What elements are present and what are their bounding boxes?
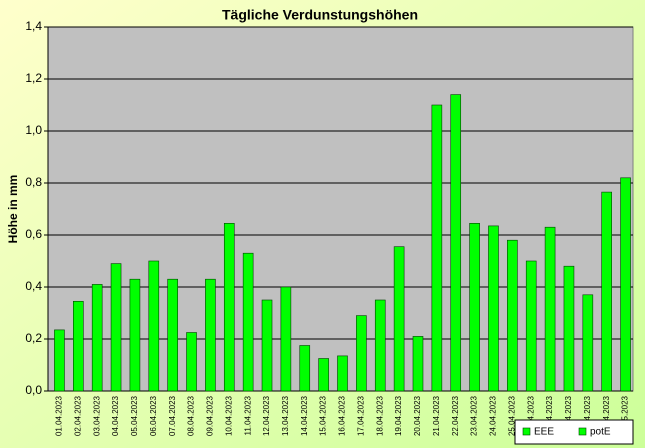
bar (91, 284, 103, 392)
y-tick-label: 0,4 (25, 279, 42, 293)
bar (337, 355, 348, 392)
y-tick-label: 0,0 (25, 383, 42, 397)
bar (167, 278, 178, 392)
bar (393, 246, 405, 392)
bar (129, 278, 141, 392)
x-tick-label: 28.04.2023 (564, 395, 573, 436)
bar (374, 299, 386, 392)
bar (431, 104, 443, 392)
bar (601, 191, 612, 392)
bar (563, 265, 575, 392)
bar (620, 177, 631, 392)
x-tick-label: 20.04.2023 (413, 395, 422, 436)
bar (110, 263, 122, 392)
x-tick-label: 05.04.2023 (130, 395, 139, 436)
chart-title: Tägliche Verdunstungshöhen (222, 7, 418, 23)
x-tick-label: 23.04.2023 (470, 395, 479, 436)
bar (186, 332, 197, 392)
bar (488, 225, 499, 392)
bar (356, 315, 367, 392)
x-tick-label: 25.04.2023 (507, 395, 516, 436)
x-tick-label: 13.04.2023 (281, 395, 290, 436)
x-tick-label: 17.04.2023 (356, 395, 365, 436)
x-tick-label: 14.04.2023 (300, 395, 309, 436)
bar (205, 278, 216, 392)
y-tick-label: 1,4 (25, 19, 42, 33)
x-tick-label: 09.04.2023 (206, 395, 215, 436)
bar (280, 286, 292, 392)
y-tick-label: 1,2 (25, 71, 42, 85)
bar (412, 336, 424, 392)
bar (525, 260, 537, 392)
legend-box (514, 419, 634, 445)
x-tick-label: 01.04.2023 (55, 395, 64, 436)
bar (261, 299, 273, 392)
x-tick-label: 15.04.2023 (319, 395, 328, 436)
x-tick-label: 04.04.2023 (111, 395, 120, 436)
legend-swatch (522, 427, 531, 436)
legend-swatch (578, 427, 587, 436)
x-tick-label: 16.04.2023 (338, 395, 347, 436)
bar (507, 239, 518, 392)
x-tick-label: 08.04.2023 (187, 395, 196, 436)
bar (318, 358, 329, 392)
x-tick-label: 27.04.2023 (545, 395, 554, 436)
x-tick-label: 21.04.2023 (432, 395, 441, 436)
bar (582, 294, 594, 392)
x-tick-label: 01.05.2023 (621, 395, 630, 436)
bar (242, 252, 254, 392)
x-tick-label: 30.04.2023 (602, 395, 611, 436)
x-tick-label: 02.04.2023 (73, 395, 82, 436)
bar (450, 94, 462, 392)
bar (544, 226, 556, 392)
bar (54, 329, 65, 392)
x-tick-label: 12.04.2023 (262, 395, 271, 436)
x-tick-label: 10.04.2023 (224, 395, 233, 436)
bar (469, 223, 480, 392)
x-tick-label: 11.04.2023 (243, 395, 252, 435)
y-tick-label: 0,8 (25, 175, 42, 189)
y-axis-label: Höhe in mm (6, 175, 20, 244)
x-tick-label: 29.04.2023 (583, 395, 592, 436)
x-tick-label: 26.04.2023 (526, 395, 535, 436)
x-tick-label: 24.04.2023 (489, 395, 498, 436)
bar (223, 223, 235, 392)
x-tick-label: 07.04.2023 (168, 395, 177, 436)
x-tick-label: 22.04.2023 (451, 395, 460, 436)
legend-label: EEE (534, 427, 554, 438)
legend-label: potE (590, 427, 611, 438)
y-tick-label: 0,2 (25, 331, 42, 345)
x-tick-label: 18.04.2023 (375, 395, 384, 436)
x-tick-label: 06.04.2023 (149, 395, 158, 436)
bar (299, 345, 311, 392)
x-tick-label: 03.04.2023 (92, 395, 101, 436)
bar (148, 260, 160, 392)
bar (73, 300, 84, 392)
y-tick-label: 1,0 (25, 123, 42, 137)
y-tick-label: 0,6 (25, 227, 42, 241)
x-tick-label: 19.04.2023 (394, 395, 403, 436)
